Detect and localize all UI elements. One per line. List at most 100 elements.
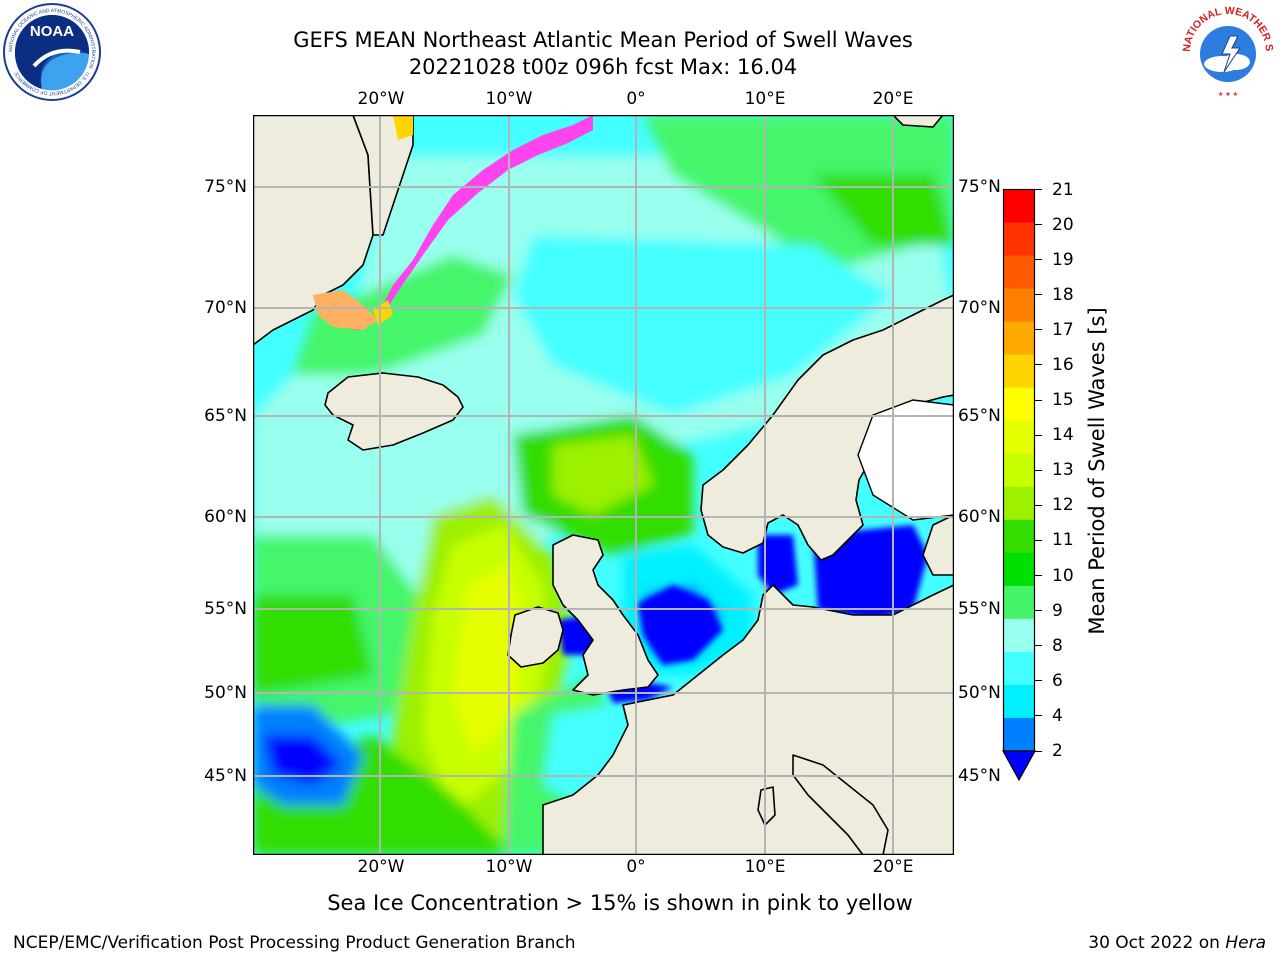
noaa-text: NOAA bbox=[30, 23, 74, 40]
north-sea-blue bbox=[638, 585, 723, 665]
lat-label-right: 60°N bbox=[958, 507, 1001, 527]
colorbar-tick-label: 19 bbox=[1052, 249, 1074, 270]
colorbar-tick-label: 20 bbox=[1052, 214, 1074, 235]
colorbar-segment bbox=[1003, 387, 1035, 422]
baltic-sea-blue bbox=[813, 525, 928, 620]
colorbar-tick-label: 18 bbox=[1052, 284, 1074, 305]
colorbar-segment bbox=[1003, 288, 1035, 323]
sea-ice-band bbox=[313, 115, 593, 330]
colorbar-segment bbox=[1003, 552, 1035, 587]
graticule bbox=[253, 115, 954, 855]
sea-ice-caption: Sea Ice Concentration > 15% is shown in … bbox=[327, 891, 913, 915]
colorbar-tick-label: 13 bbox=[1052, 460, 1074, 481]
colorbar-segment bbox=[1003, 321, 1035, 356]
iceland bbox=[324, 372, 464, 451]
colorbar-segment bbox=[1003, 255, 1035, 290]
colorbar-tick-label: 2 bbox=[1052, 741, 1063, 761]
colorbar-tick-label: 6 bbox=[1052, 670, 1063, 691]
colorbar-tick-label: 21 bbox=[1052, 179, 1074, 200]
colorbar-frame bbox=[1002, 188, 1036, 752]
colorbar-tick-mark bbox=[1035, 750, 1042, 752]
colorbar-tick-label: 10 bbox=[1052, 565, 1074, 586]
colorbar-tick-label: 4 bbox=[1052, 705, 1063, 726]
colorbar-tick-mark bbox=[1035, 469, 1042, 471]
colorbar-tick-mark bbox=[1035, 259, 1042, 261]
colorbar-tick-mark bbox=[1035, 434, 1042, 436]
colorbar-segment bbox=[1003, 486, 1035, 521]
colorbar-segment bbox=[1003, 585, 1035, 620]
colorbar-tick-mark bbox=[1035, 610, 1042, 612]
lat-label-right: 45°N bbox=[958, 766, 1001, 786]
colorbar-tick-mark bbox=[1035, 224, 1042, 226]
colorbar-segment bbox=[1003, 222, 1035, 257]
lat-label-right: 50°N bbox=[958, 683, 1001, 703]
map-area bbox=[253, 115, 954, 855]
colorbar-tick-label: 16 bbox=[1052, 354, 1074, 375]
colorbar-tick-label: 8 bbox=[1052, 635, 1063, 656]
lat-label-right: 70°N bbox=[958, 298, 1001, 318]
lat-label-left: 75°N bbox=[204, 177, 247, 197]
colorbar bbox=[1000, 186, 1040, 786]
lat-label-left: 50°N bbox=[204, 683, 247, 703]
colorbar-segment bbox=[1003, 618, 1035, 653]
colorbar-segment bbox=[1003, 420, 1035, 455]
lon-label-top: 20°E bbox=[872, 89, 914, 109]
map-frame bbox=[253, 115, 954, 855]
lon-label-top: 10°W bbox=[485, 89, 533, 109]
lat-label-left: 60°N bbox=[204, 507, 247, 527]
colorbar-tick-label: 14 bbox=[1052, 425, 1074, 446]
colorbar-under-arrow bbox=[1001, 750, 1037, 782]
colorbar-segment bbox=[1003, 519, 1035, 554]
colorbar-tick-mark bbox=[1035, 189, 1042, 190]
footer-right: 30 Oct 2022 on Hera bbox=[1088, 933, 1266, 953]
colorbar-tick-mark bbox=[1035, 539, 1042, 541]
colorbar-tick-label: 17 bbox=[1052, 319, 1074, 340]
lon-label-bottom: 10°E bbox=[744, 857, 786, 877]
noaa-logo: NOAA NATIONAL OCEANIC AND ATMOSPHERIC AD… bbox=[2, 2, 102, 102]
lon-label-top: 20°W bbox=[357, 89, 405, 109]
colorbar-tick-mark bbox=[1035, 364, 1042, 366]
lat-label-left: 65°N bbox=[204, 406, 247, 426]
swell-period-field bbox=[253, 115, 954, 855]
lon-label-bottom: 10°W bbox=[485, 857, 533, 877]
footer-host: Hera bbox=[1225, 933, 1266, 953]
colorbar-tick-mark bbox=[1035, 294, 1042, 296]
colorbar-segment bbox=[1003, 354, 1035, 389]
colorbar-tick-mark bbox=[1035, 575, 1042, 577]
colorbar-tick-mark bbox=[1035, 645, 1042, 647]
colorbar-tick-mark bbox=[1035, 399, 1042, 401]
colorbar-tick-label: 9 bbox=[1052, 600, 1063, 621]
lat-label-right: 65°N bbox=[958, 406, 1001, 426]
lon-label-top: 10°E bbox=[744, 89, 786, 109]
colorbar-tick-label: 11 bbox=[1052, 530, 1074, 551]
colorbar-label: Mean Period of Swell Waves [s] bbox=[1085, 307, 1109, 635]
italy bbox=[792, 754, 889, 855]
footer-date: 30 Oct 2022 on bbox=[1088, 933, 1226, 953]
lon-label-bottom: 0° bbox=[626, 857, 646, 877]
colorbar-tick-label: 12 bbox=[1052, 495, 1074, 516]
lat-label-right: 55°N bbox=[958, 599, 1001, 619]
colorbar-segment bbox=[1003, 651, 1035, 686]
colorbar-tick-mark bbox=[1035, 680, 1042, 682]
footer-left: NCEP/EMC/Verification Post Processing Pr… bbox=[13, 933, 576, 953]
colorbar-tick-mark bbox=[1035, 715, 1042, 717]
lon-label-top: 0° bbox=[626, 89, 646, 109]
lon-label-bottom: 20°W bbox=[357, 857, 405, 877]
chart-title: GEFS MEAN Northeast Atlantic Mean Period… bbox=[293, 28, 913, 52]
colorbar-tick-mark bbox=[1035, 329, 1042, 331]
lat-label-left: 70°N bbox=[204, 298, 247, 318]
colorbar-segment bbox=[1003, 684, 1035, 719]
svg-text:★ ★ ★: ★ ★ ★ bbox=[1218, 91, 1238, 98]
colorbar-tick-mark bbox=[1035, 504, 1042, 506]
chart-subtitle: 20221028 t00z 096h fcst Max: 16.04 bbox=[408, 55, 798, 79]
lat-label-left: 55°N bbox=[204, 599, 247, 619]
lat-label-left: 45°N bbox=[204, 766, 247, 786]
lon-label-bottom: 20°E bbox=[872, 857, 914, 877]
colorbar-segment bbox=[1003, 453, 1035, 488]
colorbar-segment bbox=[1003, 717, 1035, 752]
colorbar-segment bbox=[1003, 189, 1035, 224]
great-britain bbox=[552, 534, 659, 696]
colorbar-tick-label: 15 bbox=[1052, 390, 1074, 411]
lat-label-right: 75°N bbox=[958, 177, 1001, 197]
nws-logo: NATIONAL WEATHER SERVICE ★ ★ ★ bbox=[1178, 2, 1278, 102]
